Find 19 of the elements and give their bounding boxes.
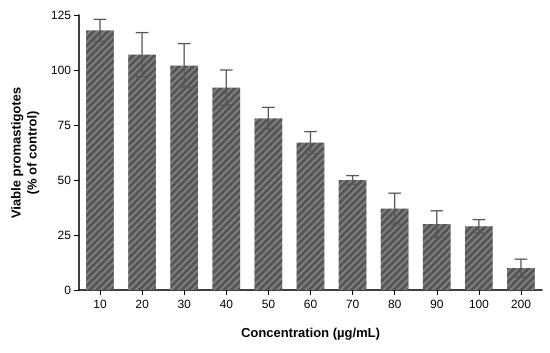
y-tick-label: 125 — [50, 8, 72, 22]
x-tick-label: 80 — [388, 297, 402, 311]
x-tick-label: 30 — [177, 297, 192, 311]
y-tick-label: 50 — [58, 173, 72, 187]
x-tick-label: 40 — [220, 297, 234, 311]
y-tick-label: 100 — [50, 63, 72, 77]
x-tick-label: 70 — [346, 297, 360, 311]
x-axis-title: Concentration (µg/mL) — [240, 325, 380, 340]
x-tick-label: 200 — [510, 297, 532, 311]
x-tick-label: 100 — [468, 297, 490, 311]
y-axis-title: Viable promastigotes (% of control) — [8, 86, 40, 218]
y-tick-label: 25 — [58, 228, 72, 242]
x-tick-label: 20 — [135, 297, 150, 311]
x-tick-label: 10 — [93, 297, 107, 311]
x-tick-label: 50 — [262, 297, 276, 311]
x-tick-label: 60 — [304, 297, 318, 311]
x-tick-label: 90 — [430, 297, 444, 311]
y-tick-label: 0 — [64, 283, 72, 297]
y-tick-label: 75 — [58, 118, 72, 132]
